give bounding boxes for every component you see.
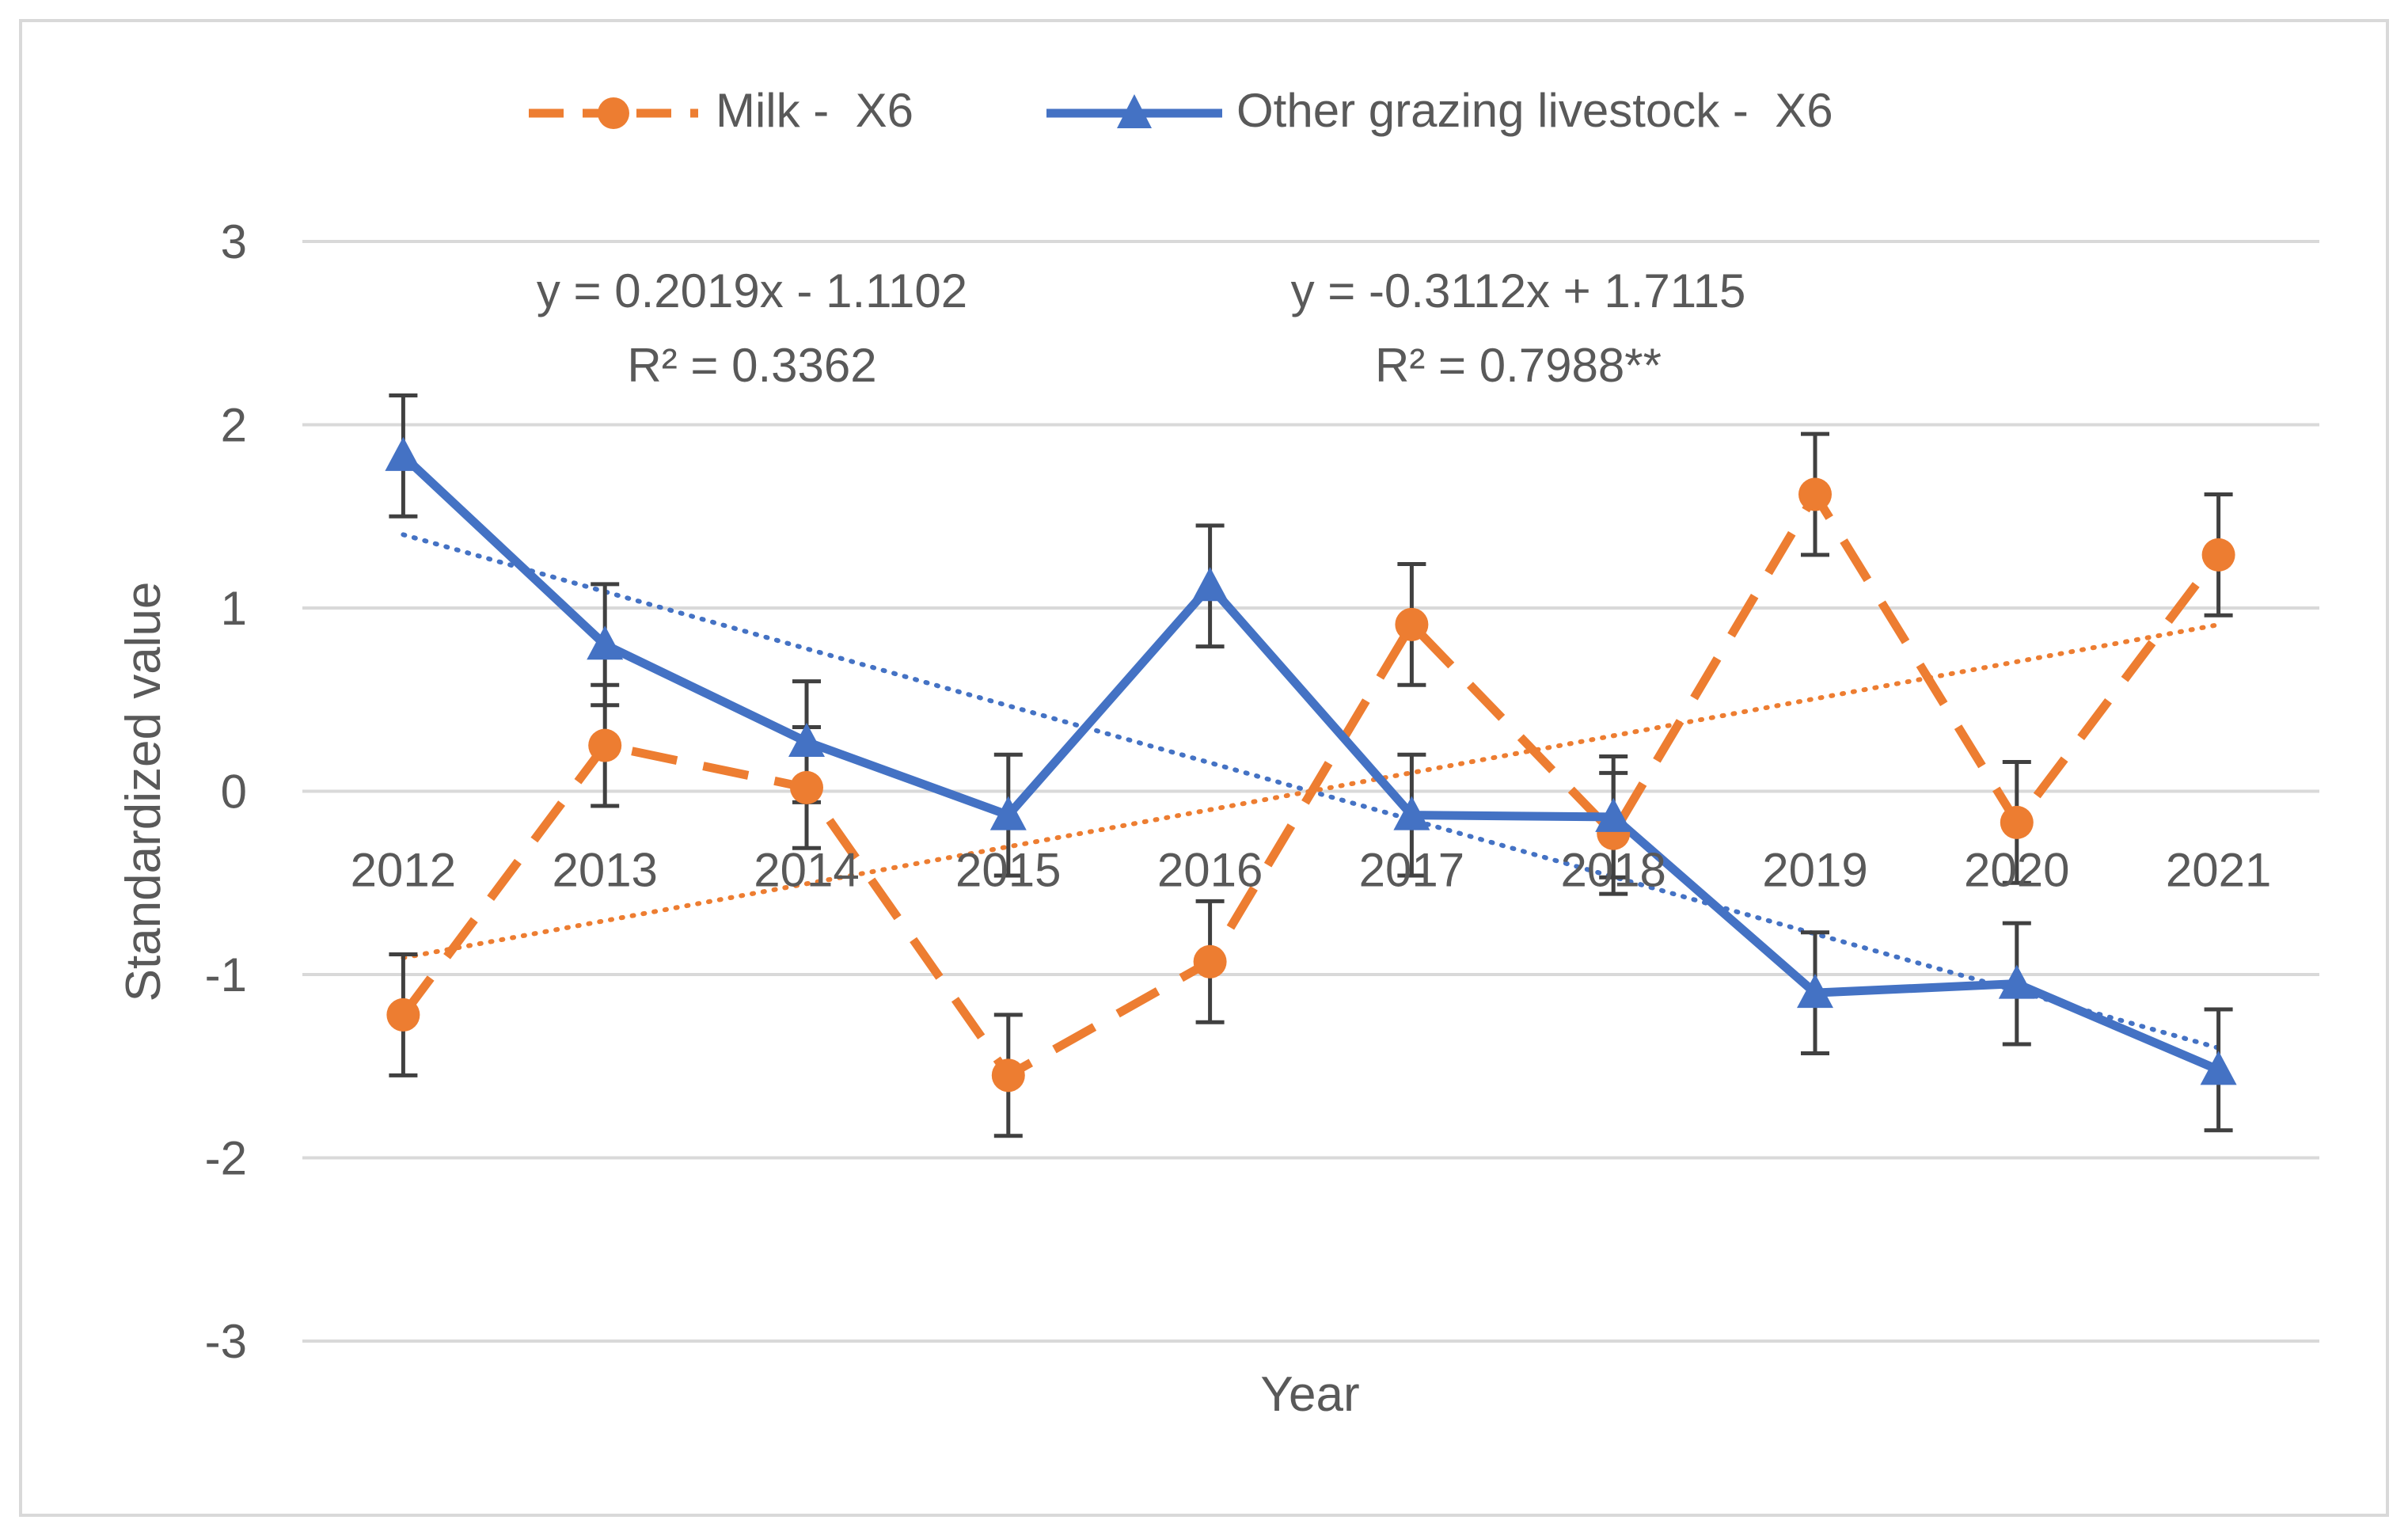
x-tick-label-2012: 2012 <box>351 844 456 897</box>
x-tick-label-2014: 2014 <box>754 844 859 897</box>
gridlines <box>302 240 2319 1343</box>
milk-point-2013 <box>588 728 622 762</box>
x-tick-label-2017: 2017 <box>1359 844 1464 897</box>
series-lines <box>399 452 2222 1080</box>
grazing-point-2019 <box>1797 974 1833 1009</box>
y-tick-label: 0 <box>221 766 247 819</box>
x-tick-label-2021: 2021 <box>2166 844 2271 897</box>
grazing-point-2017 <box>1393 796 1430 830</box>
x-tick-label-2018: 2018 <box>1560 844 1665 897</box>
grazing-point-2021 <box>2200 1051 2237 1085</box>
data-markers <box>385 436 2237 1092</box>
y-axis-ticks: 3 2 1 0 -1 -2 -3 <box>205 215 247 1368</box>
x-axis-label: Year <box>1260 1367 1359 1422</box>
grazing-point-2018 <box>1595 797 1632 832</box>
milk-point-2017 <box>1395 607 1429 641</box>
milk-point-2015 <box>991 1058 1025 1092</box>
grazing-point-2014 <box>788 722 825 757</box>
chart-frame <box>19 19 2389 1517</box>
legend: Milk - X6 Other grazing livestock - X6 <box>529 84 1833 137</box>
y-tick-label: -2 <box>205 1132 247 1185</box>
x-tick-label-2016: 2016 <box>1157 844 1263 897</box>
grazing-point-2012 <box>385 436 422 471</box>
milk-point-2019 <box>1798 477 1832 511</box>
y-axis-label: Standardized value <box>116 582 171 1002</box>
milk-trend-equation: y = 0.2019x - 1.1102 <box>537 264 967 317</box>
milk-point-2016 <box>1193 944 1227 978</box>
grazing-series-line <box>400 452 2220 1074</box>
y-tick-label: -1 <box>205 948 247 1001</box>
trend-annotations: y = 0.2019x - 1.1102 R² = 0.3362 y = -0.… <box>537 264 1746 392</box>
y-tick-label: 2 <box>221 399 247 452</box>
legend-grazing-label: Other grazing livestock - X6 <box>1236 84 1833 137</box>
milk-point-2021 <box>2201 538 2235 572</box>
milk-series-line <box>399 489 2222 1080</box>
legend-milk-marker <box>598 97 629 129</box>
milk-point-2020 <box>2000 805 2034 839</box>
y-tick-label: 3 <box>221 215 247 268</box>
grazing-point-2015 <box>989 796 1027 830</box>
grazing-point-2020 <box>1998 964 2035 999</box>
x-tick-label-2015: 2015 <box>955 844 1061 897</box>
x-axis-ticks: 2012 2013 2014 2015 2016 2017 2018 2019 2020 2021 <box>351 844 2272 897</box>
grazing-trend-r2: R² = 0.7988** <box>1375 339 1662 392</box>
x-tick-label-2019: 2019 <box>1762 844 1867 897</box>
legend-milk-label: Milk - X6 <box>716 84 913 137</box>
milk-point-2014 <box>790 770 823 804</box>
milk-point-2012 <box>386 998 420 1032</box>
x-tick-label-2020: 2020 <box>1964 844 2069 897</box>
grazing-point-2016 <box>1191 567 1229 602</box>
legend-grazing-marker <box>1117 94 1152 128</box>
grazing-point-2013 <box>587 625 624 660</box>
y-tick-label: 1 <box>221 582 247 635</box>
y-tick-label: -3 <box>205 1315 247 1368</box>
grazing-trend-equation: y = -0.3112x + 1.7115 <box>1291 264 1746 317</box>
error-bars <box>389 393 2233 1138</box>
x-tick-label-2013: 2013 <box>552 844 657 897</box>
milk-trend-r2: R² = 0.3362 <box>627 339 876 392</box>
